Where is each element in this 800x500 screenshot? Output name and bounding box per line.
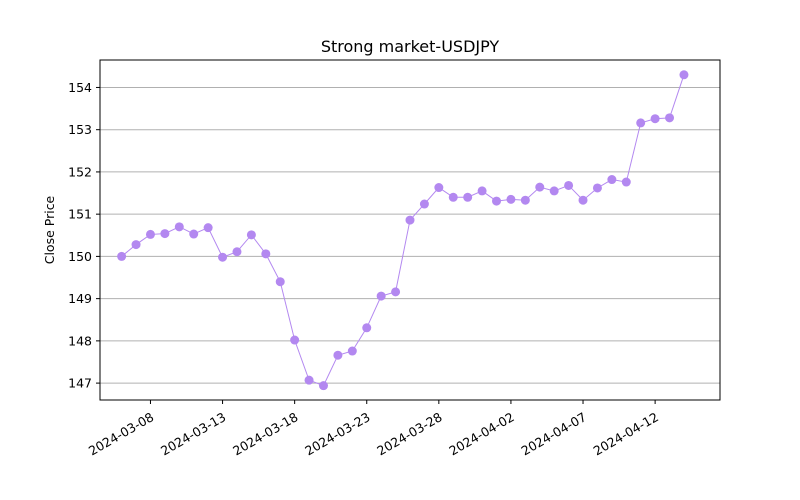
data-point (174, 222, 184, 232)
series-line (121, 74, 685, 387)
data-point (203, 223, 213, 233)
data-point (261, 249, 271, 259)
data-point (318, 381, 328, 391)
plot-frame (99, 59, 721, 401)
data-point (160, 229, 170, 239)
chart-title: Strong market-USDJPY (321, 37, 500, 56)
data-point (131, 240, 141, 250)
data-point (549, 186, 559, 196)
data-point (564, 180, 574, 190)
data-point (333, 350, 343, 360)
data-point (290, 335, 300, 345)
y-tick-label: 147 (68, 376, 92, 391)
data-point (347, 346, 357, 356)
y-tick-label: 154 (68, 80, 92, 95)
y-axis-ticks: 147 148 149 150 151 152 153 154 (68, 80, 100, 391)
y-axis-label: Close Price (42, 195, 57, 264)
data-point (592, 183, 602, 193)
y-tick-label: 151 (68, 207, 92, 222)
data-point (492, 196, 502, 206)
y-tick-label: 152 (68, 164, 92, 179)
data-point (117, 251, 127, 261)
data-point (145, 229, 155, 239)
data-point (376, 291, 386, 301)
data-point (218, 252, 228, 262)
data-point (232, 247, 242, 257)
data-point (477, 186, 487, 196)
data-point (391, 287, 401, 297)
data-point (607, 175, 617, 185)
y-gridlines (100, 86, 720, 384)
data-point (304, 375, 314, 385)
series-usdjpy (117, 70, 689, 391)
data-point (665, 113, 675, 123)
data-point (419, 199, 429, 209)
data-point (189, 229, 199, 239)
data-point (405, 215, 415, 225)
y-tick-label: 148 (68, 333, 92, 348)
data-point (535, 182, 545, 192)
data-point (578, 195, 588, 205)
data-point (650, 114, 660, 124)
data-point (679, 70, 689, 80)
y-tick-label: 149 (68, 291, 92, 306)
data-point (246, 230, 256, 240)
data-point (275, 277, 285, 287)
y-tick-label: 150 (68, 249, 92, 264)
data-point (506, 194, 516, 204)
data-point (434, 183, 444, 193)
data-point (520, 195, 530, 205)
data-point (636, 118, 646, 128)
data-point (448, 192, 458, 202)
data-point (463, 192, 473, 202)
y-tick-label: 153 (68, 122, 92, 137)
data-point (621, 177, 631, 187)
data-point (362, 323, 372, 333)
